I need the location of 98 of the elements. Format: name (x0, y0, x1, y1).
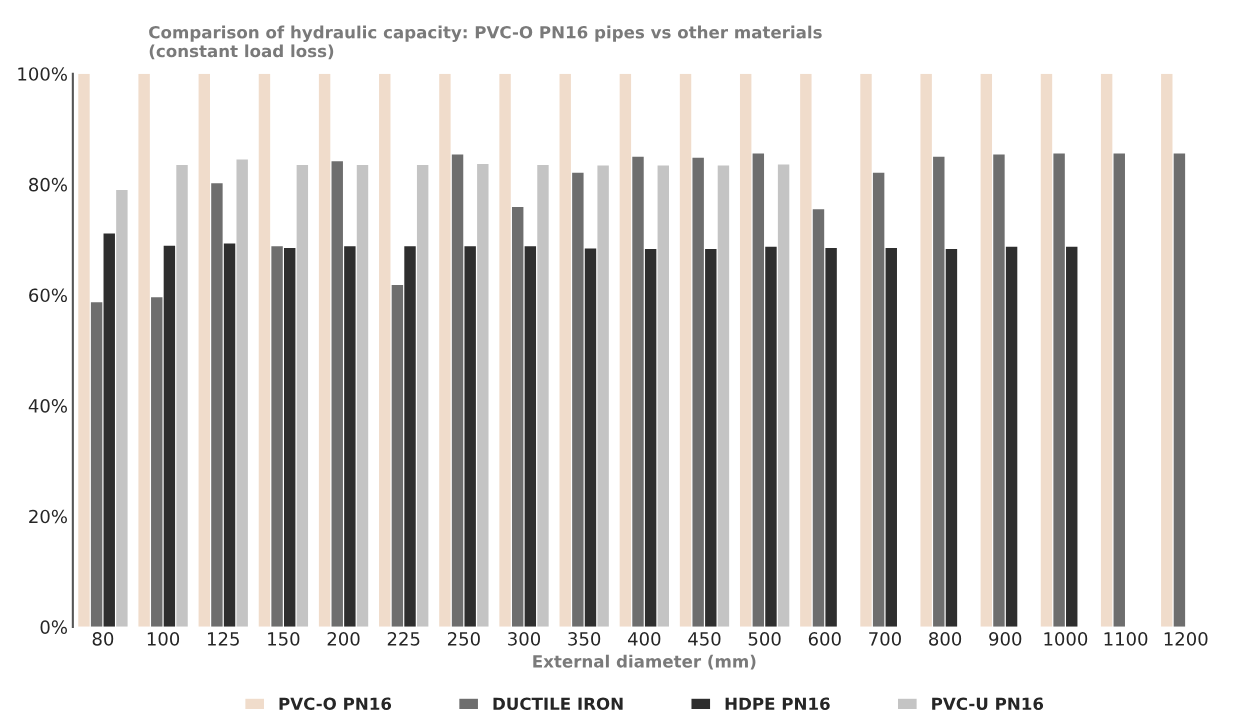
bar (151, 297, 163, 627)
bar (537, 165, 549, 627)
bar (872, 172, 885, 627)
bar (885, 247, 897, 627)
bar (344, 246, 356, 627)
bar (644, 249, 657, 627)
bar (296, 165, 309, 627)
bar (1066, 246, 1078, 627)
bar (511, 207, 524, 627)
bar (356, 165, 369, 627)
bar (163, 245, 176, 627)
bar (176, 165, 188, 627)
bar (90, 302, 103, 627)
bar (800, 73, 812, 627)
x-tick-label: 500 (748, 632, 781, 646)
bar (1100, 73, 1113, 627)
bar (318, 73, 331, 627)
x-tick-label: 600 (808, 632, 841, 646)
chart-title: Comparison of hydraulic capacity: PVC-O PN16 pipes vs other materials (constant load loss) (149, 25, 822, 60)
bar (78, 73, 90, 627)
bar (933, 156, 945, 627)
bar (416, 165, 429, 627)
bar (116, 189, 128, 627)
x-tick-label: 350 (568, 632, 601, 646)
y-tick-label: 80% (29, 177, 67, 192)
bar (584, 248, 597, 627)
bar (777, 164, 790, 627)
bar (993, 154, 1005, 627)
bar (1053, 153, 1065, 627)
legend-label: PVC-U PN16 (932, 697, 1044, 711)
x-tick-label: 150 (268, 632, 300, 646)
y-tick-label: 20% (29, 509, 67, 524)
x-tick-label: 1000 (1044, 632, 1088, 646)
bar (679, 73, 692, 627)
legend-label: HDPE PN16 (725, 697, 830, 711)
bar (103, 233, 115, 627)
x-tick-label: 900 (989, 632, 1022, 646)
bar (920, 73, 932, 627)
bar (705, 249, 717, 627)
x-tick-label: 1200 (1164, 632, 1208, 646)
bar (198, 73, 210, 627)
bar (597, 165, 609, 627)
x-tick-label: 250 (447, 632, 480, 646)
x-tick-label: 300 (508, 632, 541, 646)
bar (1005, 246, 1018, 627)
bar (138, 73, 150, 627)
bar (258, 73, 271, 627)
x-axis-title: External diameter (mm) (533, 654, 756, 670)
x-tick-label: 125 (207, 632, 239, 646)
x-tick-label: 100 (147, 632, 180, 646)
bar (559, 73, 571, 627)
x-tick-label: 225 (387, 632, 420, 646)
x-tick-label: 1100 (1104, 632, 1148, 646)
bar (739, 73, 752, 627)
x-tick-label: 200 (327, 632, 360, 646)
bar (717, 165, 730, 627)
bar (980, 73, 993, 627)
bar (945, 249, 958, 627)
bar (752, 153, 765, 627)
x-tick-label: 700 (869, 632, 901, 646)
bar (765, 246, 777, 627)
bar (391, 285, 404, 627)
x-tick-label: 800 (929, 632, 962, 646)
bar (404, 246, 416, 627)
bar (692, 157, 704, 627)
bar (477, 163, 489, 627)
bar (379, 73, 391, 627)
bar (283, 247, 296, 627)
x-tick-label: 400 (627, 632, 661, 646)
legend-label: DUCTILE IRON (493, 697, 623, 711)
bar (223, 243, 236, 627)
y-tick-label: 0% (40, 620, 67, 634)
bar (464, 246, 476, 627)
bar (1040, 73, 1053, 627)
bar (657, 165, 669, 627)
y-tick-label: 40% (28, 399, 67, 413)
bar (524, 246, 537, 627)
x-tick-label: 450 (688, 632, 721, 646)
legend-label: PVC-O PN16 (279, 697, 392, 711)
y-tick-label: 60% (29, 288, 67, 303)
y-tick-label: 100% (18, 67, 67, 81)
bar (499, 73, 511, 627)
bar (1113, 153, 1125, 627)
bar (236, 159, 248, 627)
x-tick-label: 80 (92, 632, 114, 646)
bar (211, 183, 223, 627)
bar (825, 247, 837, 627)
bar (451, 154, 464, 627)
bar (812, 209, 825, 627)
bar (439, 73, 451, 627)
bar (860, 73, 872, 627)
bar (1161, 73, 1173, 627)
bar (1173, 153, 1186, 627)
bar (619, 73, 632, 627)
bar (271, 246, 283, 627)
bar (632, 156, 644, 627)
bar (331, 161, 343, 627)
bar (572, 172, 584, 627)
